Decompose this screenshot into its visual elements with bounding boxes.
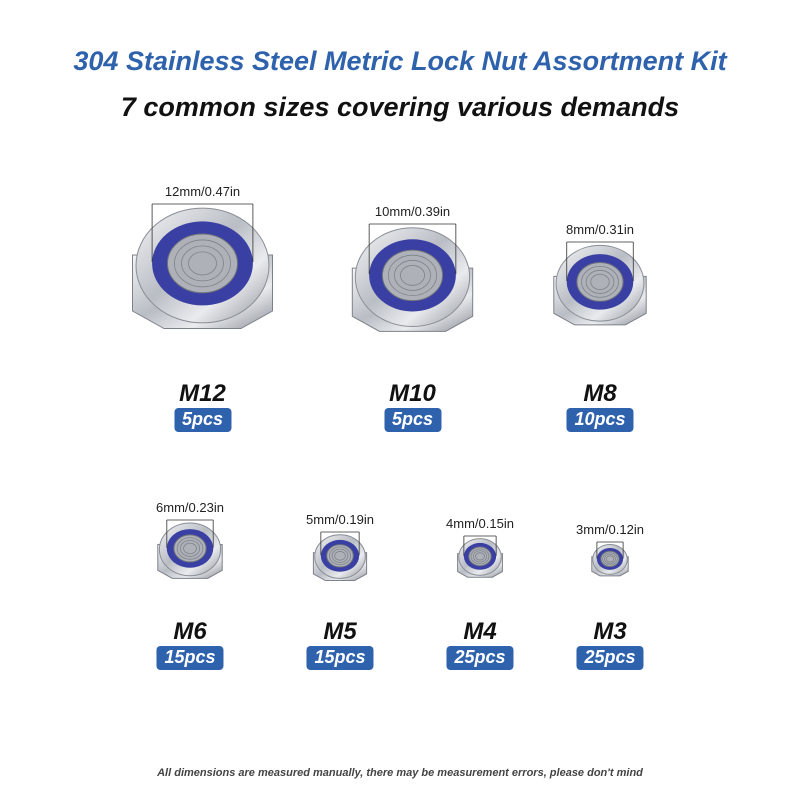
- thread-line: [585, 269, 615, 294]
- quantity-badge: 5pcs: [383, 408, 442, 432]
- thread-line: [181, 245, 224, 282]
- thread-line: [176, 537, 204, 560]
- thread-line: [388, 254, 437, 296]
- measurement-bracket: [368, 223, 457, 275]
- quantity-badge: 5pcs: [173, 408, 232, 432]
- thread-line: [334, 551, 346, 561]
- lock-nut-icon: [553, 241, 647, 326]
- size-label: M3: [593, 618, 627, 645]
- thread-line: [328, 546, 352, 566]
- lock-nut-icon: [312, 531, 368, 582]
- dimension-label: 8mm/0.31in: [566, 222, 634, 237]
- thread-line: [331, 548, 349, 563]
- thread-line: [470, 548, 490, 565]
- nut-item-m3: 3mm/0.12in M3 25pcs: [560, 490, 660, 675]
- nut-item-m10: 10mm/0.39in M10 5pcs: [350, 170, 475, 440]
- dimension-label: 5mm/0.19in: [306, 512, 374, 527]
- lock-nut-icon: [157, 519, 223, 579]
- thread-line: [174, 239, 231, 288]
- threaded-hole: [576, 261, 624, 302]
- lock-nut-icon: [132, 203, 273, 329]
- lock-nut-icon: [591, 541, 629, 577]
- dimension-label: 6mm/0.23in: [156, 500, 224, 515]
- threaded-hole: [173, 534, 207, 563]
- size-label: M10: [389, 380, 436, 407]
- measurement-bracket: [463, 535, 497, 556]
- quantity-badge: 10pcs: [566, 408, 634, 432]
- threaded-hole: [167, 233, 238, 294]
- thread-line: [604, 553, 616, 564]
- dimension-label: 4mm/0.15in: [446, 516, 514, 531]
- thread-line: [188, 251, 217, 276]
- lock-nut-icon: [351, 223, 474, 332]
- threaded-hole: [381, 249, 444, 302]
- size-label: M8: [583, 380, 617, 407]
- quantity-badge: 15pcs: [306, 646, 374, 670]
- threaded-hole: [468, 546, 492, 567]
- size-label: M6: [173, 618, 207, 645]
- page-title: 304 Stainless Steel Metric Lock Nut Asso…: [73, 46, 727, 76]
- measurement-bracket: [320, 531, 360, 556]
- measurement-bracket: [151, 203, 254, 262]
- measurement-bracket: [596, 541, 624, 559]
- size-label: M5: [323, 618, 357, 645]
- dimension-label: 12mm/0.47in: [164, 184, 241, 199]
- size-label: M4: [463, 618, 497, 645]
- lock-nut-icon: [457, 535, 503, 578]
- measurement-bracket: [566, 241, 634, 281]
- nut-item-m8: 8mm/0.31in M8 10pcs: [550, 170, 650, 440]
- thread-line: [602, 552, 618, 566]
- nut-item-m4: 4mm/0.15in M4 25pcs: [430, 490, 530, 675]
- thread-line: [581, 266, 619, 298]
- thread-line: [605, 555, 615, 563]
- disclaimer-note: All dimensions are measured manually, th…: [157, 767, 643, 779]
- nut-item-m12: 12mm/0.47in M12 5pcs: [130, 170, 275, 440]
- quantity-badge: 25pcs: [576, 646, 644, 670]
- quantity-badge: 15pcs: [156, 646, 224, 670]
- quantity-badge: 25pcs: [446, 646, 514, 670]
- threaded-hole: [326, 544, 354, 568]
- thread-line: [394, 259, 431, 291]
- measurement-bracket: [166, 519, 214, 548]
- nut-item-m5: 5mm/0.19in M5 15pcs: [290, 490, 390, 675]
- size-label: M12: [179, 380, 226, 407]
- page-subtitle: 7 common sizes covering various demands: [120, 92, 680, 122]
- thread-line: [475, 552, 485, 561]
- nut-item-m6: 6mm/0.23in M6 15pcs: [140, 490, 240, 675]
- thread-line: [472, 550, 488, 563]
- thread-line: [183, 542, 197, 555]
- thread-line: [590, 273, 610, 290]
- dimension-label: 10mm/0.39in: [374, 204, 451, 219]
- threaded-hole: [600, 550, 620, 568]
- thread-line: [179, 539, 201, 557]
- thread-line: [400, 265, 425, 286]
- dimension-label: 3mm/0.12in: [576, 522, 644, 537]
